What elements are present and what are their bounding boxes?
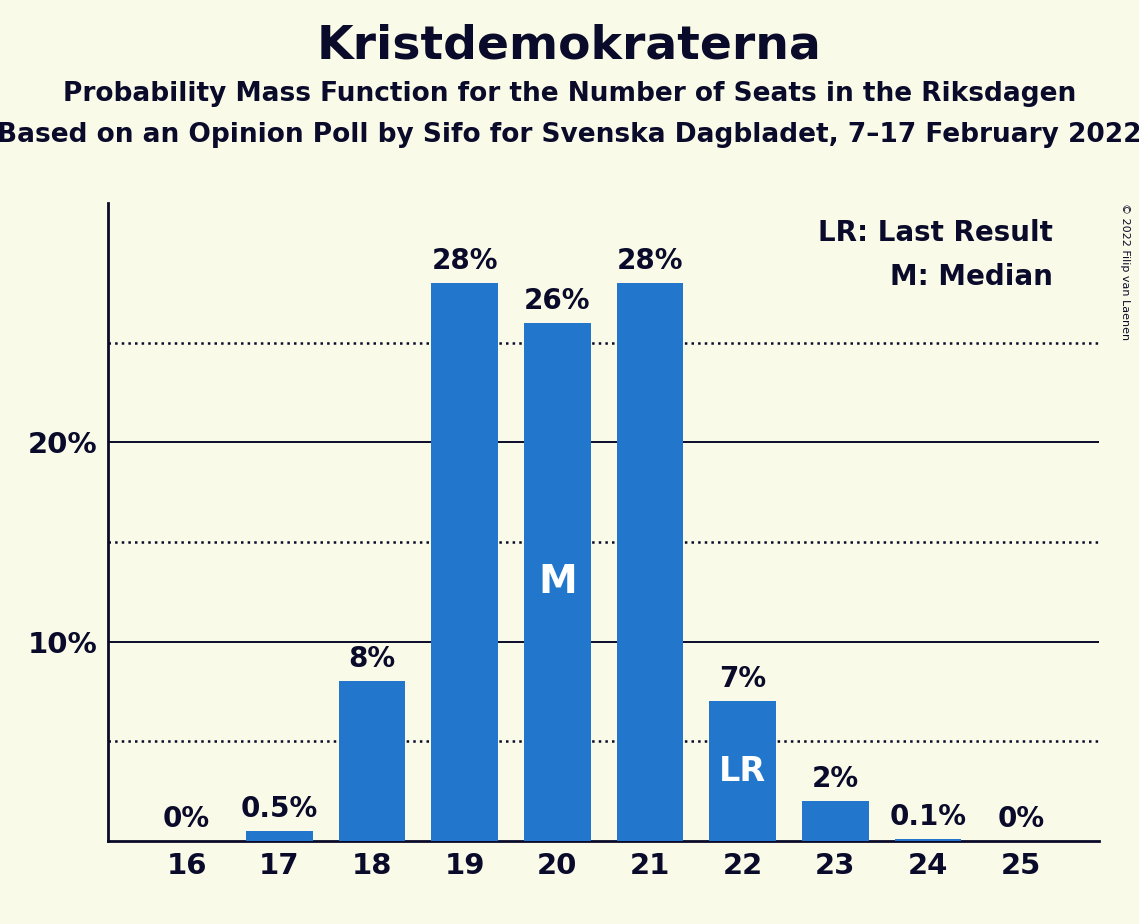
Bar [246, 831, 313, 841]
Bar [894, 839, 961, 841]
Text: 28%: 28% [432, 247, 498, 275]
Text: 7%: 7% [719, 665, 767, 693]
Text: Kristdemokraterna: Kristdemokraterna [317, 23, 822, 68]
Bar [524, 322, 591, 841]
Text: Based on an Opinion Poll by Sifo for Svenska Dagbladet, 7–17 February 2022: Based on an Opinion Poll by Sifo for Sve… [0, 122, 1139, 148]
Text: 0%: 0% [163, 805, 211, 833]
Text: 0%: 0% [997, 805, 1044, 833]
Text: 26%: 26% [524, 286, 591, 315]
Text: M: Median: M: Median [891, 263, 1054, 291]
Bar [710, 701, 776, 841]
Bar [338, 682, 405, 841]
Bar [802, 801, 869, 841]
Bar [616, 283, 683, 841]
Text: © 2022 Filip van Laenen: © 2022 Filip van Laenen [1120, 203, 1130, 340]
Text: M: M [538, 563, 576, 601]
Text: 28%: 28% [616, 247, 683, 275]
Text: 8%: 8% [349, 646, 395, 674]
Text: LR: LR [719, 755, 767, 787]
Text: LR: Last Result: LR: Last Result [818, 219, 1054, 248]
Text: 0.1%: 0.1% [890, 803, 967, 831]
Text: 2%: 2% [812, 765, 859, 793]
Text: Probability Mass Function for the Number of Seats in the Riksdagen: Probability Mass Function for the Number… [63, 81, 1076, 107]
Text: 0.5%: 0.5% [240, 795, 318, 823]
Bar [432, 283, 498, 841]
